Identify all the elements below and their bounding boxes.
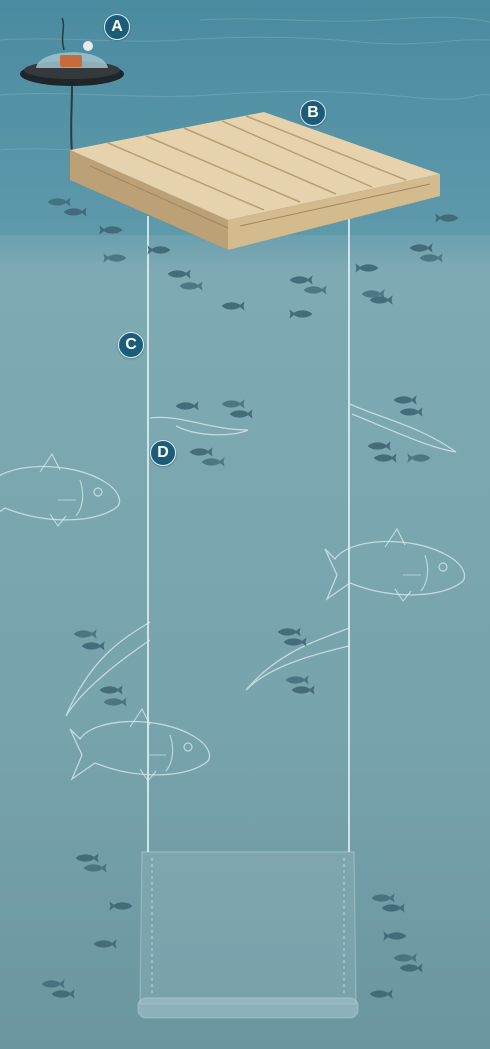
wooden-raft — [70, 112, 440, 250]
net-pen-lines — [147, 216, 350, 852]
marker-b: B — [300, 100, 326, 126]
marker-c: C — [118, 332, 144, 358]
marker-d: D — [150, 440, 176, 466]
marker-a: A — [104, 14, 130, 40]
buoy-icon — [20, 17, 124, 153]
surface-current-strands — [65, 403, 457, 717]
net-bag-bottom — [137, 851, 359, 1019]
